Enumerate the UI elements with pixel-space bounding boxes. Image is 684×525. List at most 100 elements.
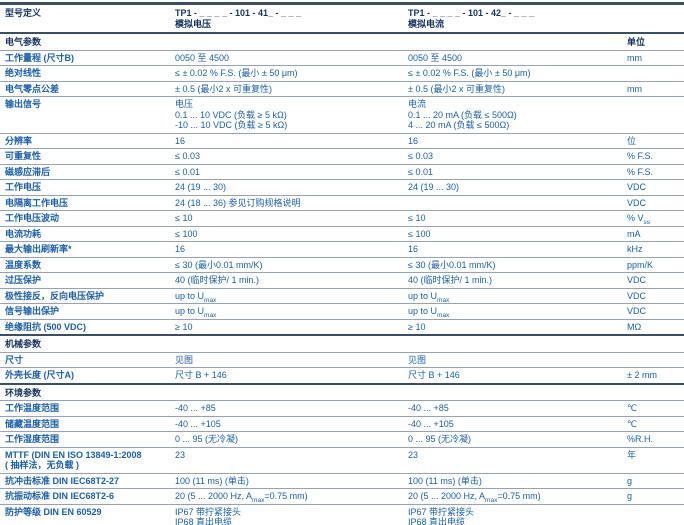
unit-cell: mA [622,226,684,242]
spec-row: MTTF (DIN EN ISO 13849-1:2008( 抽样法，无负载 )… [0,447,684,474]
unit-cell: % F.S. [622,148,684,165]
unit-column-header: 单位 [622,32,684,51]
spec-label-cell: MTTF (DIN EN ISO 13849-1:2008( 抽样法，无负载 ) [0,447,170,474]
spec-label-cell: 储藏温度范围 [0,416,170,432]
spec-row: 抗振动标准 DIN IEC68T2-6 20 (5 ... 2000 Hz, Am… [0,488,684,505]
spec-row: 工作温度范围 -40 ... +85 -40 ... +85 ℃ [0,400,684,417]
spec-label-cell: 防护等级 DIN EN 60529 [0,504,170,525]
value-current-cell: 16 [403,241,622,258]
unit-cell: ℃ [622,416,684,432]
unit-cell: 位 [622,133,684,149]
spec-label-cell: 工作量程 (尺寸B) [0,50,170,66]
unit-cell: kHz [622,241,684,258]
value-voltage-cell: 24 (19 ... 30) [170,179,403,196]
unit-cell: % F.S. [622,164,684,180]
spec-label-cell: 电隔离工作电压 [0,195,170,211]
value-current-cell: 16 [403,133,622,149]
header-unit-cell [622,3,684,34]
value-current-cell: ≤ 0.03 [403,148,622,165]
value-voltage-cell: 24 (18 ... 36) 参见订购规格说明 [170,195,403,211]
unit-cell: mm [622,50,684,66]
value-voltage-cell: ≤ 100 [170,226,403,242]
section-row-0: 电气参数 单位 [0,32,684,51]
section-title: 环境参数 [0,382,622,401]
value-current-cell: ≤ 30 (最小0.01 mm/K) [403,257,622,273]
spec-label-cell: 电气零点公差 [0,81,170,97]
value-current-cell: ≤ 10 [403,210,622,227]
spec-label-cell: 抗冲击标准 DIN IEC68T2-27 [0,473,170,489]
spec-label-cell: 输出信号 [0,96,170,134]
unit-cell: % Vss [622,210,684,227]
value-voltage-cell: 0050 至 4500 [170,50,403,66]
spec-row: 极性接反，反向电压保护 up to Umax up to Umax VDC [0,288,684,304]
value-voltage-cell: up to Umax [170,288,403,304]
model-definition-label: 型号定义 [0,3,170,34]
spec-label-cell: 工作温度范围 [0,400,170,417]
value-voltage-cell: 电压 0.1 ... 10 VDC (负载 ≥ 5 kΩ) -10 ... 10 V… [170,96,403,134]
spec-row: 工作量程 (尺寸B) 0050 至 4500 0050 至 4500 mm [0,50,684,66]
spec-row: 信号输出保护 up to Umax up to Umax VDC [0,303,684,320]
spec-label-cell: 可重复性 [0,148,170,165]
spec-row: 可重复性 ≤ 0.03 ≤ 0.03% F.S. [0,148,684,165]
spec-table-body: 型号定义 TP1 - _ _ _ _ - 101 - 41_ - _ _ _ 模拟电… [0,3,684,525]
value-voltage-cell: up to Umax [170,303,403,320]
value-current-cell: ≤ 0.01 [403,164,622,180]
unit-cell: VDC [622,303,684,320]
value-current-cell: -40 ... +105 [403,416,622,432]
value-current-cell: 电流 0.1 ... 20 mA (负载 ≤ 500Ω) 4 ... 20 mA (… [403,96,622,134]
value-voltage-cell: ≥ 10 [170,319,403,336]
value-current-cell: ≥ 10 [403,319,622,336]
spec-row: 工作电压 24 (19 ... 30) 24 (19 ... 30) VDC [0,179,684,196]
unit-cell: mm [622,81,684,97]
value-current-cell: 100 (11 ms) (单击) [403,473,622,489]
unit-cell: %R.H. [622,431,684,448]
unit-cell: ℃ [622,400,684,417]
value-voltage-cell: ≤ 0.03 [170,148,403,165]
section-row-2: 环境参数 [0,382,684,401]
unit-column-header [622,334,684,353]
spec-row: 温度系数 ≤ 30 (最小0.01 mm/K) ≤ 30 (最小0.01 mm/K)… [0,257,684,273]
spec-row: 工作湿度范围 0 ... 95 (无冷凝) 0 ... 95 (无冷凝) %R.H. [0,431,684,448]
unit-cell [622,352,684,368]
unit-cell: VDC [622,179,684,196]
value-voltage-cell: 16 [170,133,403,149]
value-current-cell: up to Umax [403,303,622,320]
spec-row: 电气零点公差 ± 0.5 (最小2 x 可重复性) ± 0.5 (最小2 x 可重复… [0,81,684,97]
spec-label-cell: 分辨率 [0,133,170,149]
spec-row: 绝对线性 ≤ ± 0.02 % F.S. (最小 ± 50 μm) ≤ ± 0.02… [0,65,684,82]
value-voltage-cell: ± 0.5 (最小2 x 可重复性) [170,81,403,97]
spec-row: 外壳长度 (尺寸A) 尺寸 B + 146 尺寸 B + 146 ± 2 mm [0,367,684,384]
value-current-cell: 0050 至 4500 [403,50,622,66]
value-voltage-cell: 20 (5 ... 2000 Hz, Amax=0.75 mm) [170,488,403,505]
value-current-cell: IP67 带拧紧接头 IP68 直出电缆 [403,504,622,525]
unit-cell: MΩ [622,319,684,336]
value-current-cell: 24 (19 ... 30) [403,179,622,196]
unit-cell [622,65,684,82]
spec-row: 电隔离工作电压 24 (18 ... 36) 参见订购规格说明 VDC [0,195,684,211]
value-current-cell: ≤ ± 0.02 % F.S. (最小 ± 50 μm) [403,65,622,82]
unit-cell: g [622,488,684,505]
value-voltage-cell: 见图 [170,352,403,368]
value-current-cell [403,195,622,211]
value-voltage-cell: IP67 带拧紧接头 IP68 直出电缆 [170,504,403,525]
value-current-cell: ± 0.5 (最小2 x 可重复性) [403,81,622,97]
spec-row: 磁感应滞后 ≤ 0.01 ≤ 0.01% F.S. [0,164,684,180]
spec-row: 最大输出刷新率* 16 16 kHz [0,241,684,258]
spec-row: 防护等级 DIN EN 60529 IP67 带拧紧接头 IP68 直出电缆 IP67… [0,504,684,525]
spec-row: 过压保护 40 (临时保护/ 1 min.) 40 (临时保护/ 1 min.) VD… [0,272,684,289]
spec-label-cell: 绝对线性 [0,65,170,82]
value-current-cell: 20 (5 ... 2000 Hz, Amax=0.75 mm) [403,488,622,505]
spec-label-cell: 磁感应滞后 [0,164,170,180]
value-current-cell: 23 [403,447,622,474]
unit-column-header [622,382,684,401]
spec-label-cell: 工作电压波动 [0,210,170,227]
spec-label-cell: 电流功耗 [0,226,170,242]
value-voltage-cell: -40 ... +85 [170,400,403,417]
value-voltage-cell: ≤ 30 (最小0.01 mm/K) [170,257,403,273]
spec-label-cell: 温度系数 [0,257,170,273]
unit-cell: VDC [622,288,684,304]
spec-row: 尺寸 见图 见图 [0,352,684,368]
value-current-cell: up to Umax [403,288,622,304]
unit-cell: VDC [622,272,684,289]
